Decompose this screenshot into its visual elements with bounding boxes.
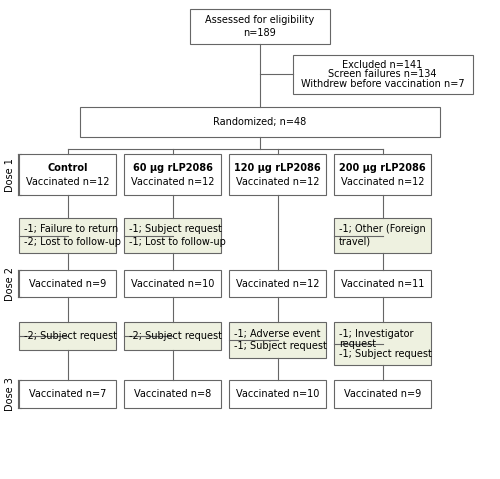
FancyBboxPatch shape (124, 155, 221, 195)
Text: 200 µg rLP2086: 200 µg rLP2086 (339, 162, 426, 172)
Text: Dose 3: Dose 3 (5, 377, 15, 411)
FancyBboxPatch shape (80, 107, 440, 137)
FancyBboxPatch shape (229, 270, 326, 297)
FancyBboxPatch shape (334, 270, 431, 297)
FancyBboxPatch shape (229, 155, 326, 195)
Text: Control: Control (47, 162, 88, 172)
Text: Vaccinated n=12: Vaccinated n=12 (236, 177, 320, 187)
FancyBboxPatch shape (19, 218, 116, 253)
Text: 120 µg rLP2086: 120 µg rLP2086 (234, 162, 321, 172)
Text: -1; Adverse event: -1; Adverse event (234, 329, 320, 339)
FancyBboxPatch shape (334, 380, 431, 408)
Text: Vaccinated n=10: Vaccinated n=10 (131, 279, 214, 288)
Text: -1; Investigator: -1; Investigator (339, 329, 413, 339)
Text: Vaccinated n=9: Vaccinated n=9 (344, 389, 421, 399)
Text: Dose 2: Dose 2 (5, 267, 15, 300)
Text: -2; Lost to follow-up: -2; Lost to follow-up (24, 237, 121, 247)
Text: -2; Subject request: -2; Subject request (24, 331, 117, 341)
FancyBboxPatch shape (334, 155, 431, 195)
Text: n=189: n=189 (244, 28, 276, 37)
FancyBboxPatch shape (190, 9, 330, 44)
Text: -1; Other (Foreign: -1; Other (Foreign (339, 225, 426, 234)
Text: request: request (339, 339, 376, 349)
Text: Vaccinated n=10: Vaccinated n=10 (236, 389, 319, 399)
FancyBboxPatch shape (334, 322, 431, 365)
FancyBboxPatch shape (229, 322, 326, 358)
FancyBboxPatch shape (292, 55, 472, 94)
Text: Dose 1: Dose 1 (5, 158, 15, 192)
Text: 60 µg rLP2086: 60 µg rLP2086 (132, 162, 212, 172)
Text: Screen failures n=134: Screen failures n=134 (328, 69, 437, 79)
FancyBboxPatch shape (334, 218, 431, 253)
Text: -1; Subject request: -1; Subject request (234, 342, 326, 352)
Text: Vaccinated n=9: Vaccinated n=9 (29, 279, 106, 288)
Text: -1; Subject request: -1; Subject request (339, 349, 432, 359)
Text: -2; Subject request: -2; Subject request (128, 331, 222, 341)
FancyBboxPatch shape (124, 322, 221, 350)
Text: Vaccinated n=12: Vaccinated n=12 (26, 177, 109, 187)
FancyBboxPatch shape (19, 380, 116, 408)
FancyBboxPatch shape (19, 270, 116, 297)
FancyBboxPatch shape (124, 218, 221, 253)
Text: travel): travel) (339, 237, 371, 247)
FancyBboxPatch shape (19, 155, 116, 195)
Text: -1; Failure to return: -1; Failure to return (24, 225, 118, 234)
FancyBboxPatch shape (124, 380, 221, 408)
Text: -1; Subject request: -1; Subject request (128, 225, 222, 234)
Text: Assessed for eligibility: Assessed for eligibility (206, 15, 314, 25)
Text: Vaccinated n=12: Vaccinated n=12 (236, 279, 320, 288)
Text: Withdrew before vaccination n=7: Withdrew before vaccination n=7 (300, 79, 464, 89)
FancyBboxPatch shape (229, 380, 326, 408)
Text: -1; Lost to follow-up: -1; Lost to follow-up (128, 237, 226, 247)
Text: Vaccinated n=7: Vaccinated n=7 (29, 389, 106, 399)
Text: Vaccinated n=11: Vaccinated n=11 (341, 279, 424, 288)
FancyBboxPatch shape (124, 270, 221, 297)
FancyBboxPatch shape (19, 322, 116, 350)
Text: Vaccinated n=12: Vaccinated n=12 (341, 177, 424, 187)
Text: Randomized; n=48: Randomized; n=48 (214, 117, 306, 127)
Text: Excluded n=141: Excluded n=141 (342, 60, 422, 70)
Text: Vaccinated n=12: Vaccinated n=12 (131, 177, 214, 187)
Text: Vaccinated n=8: Vaccinated n=8 (134, 389, 211, 399)
